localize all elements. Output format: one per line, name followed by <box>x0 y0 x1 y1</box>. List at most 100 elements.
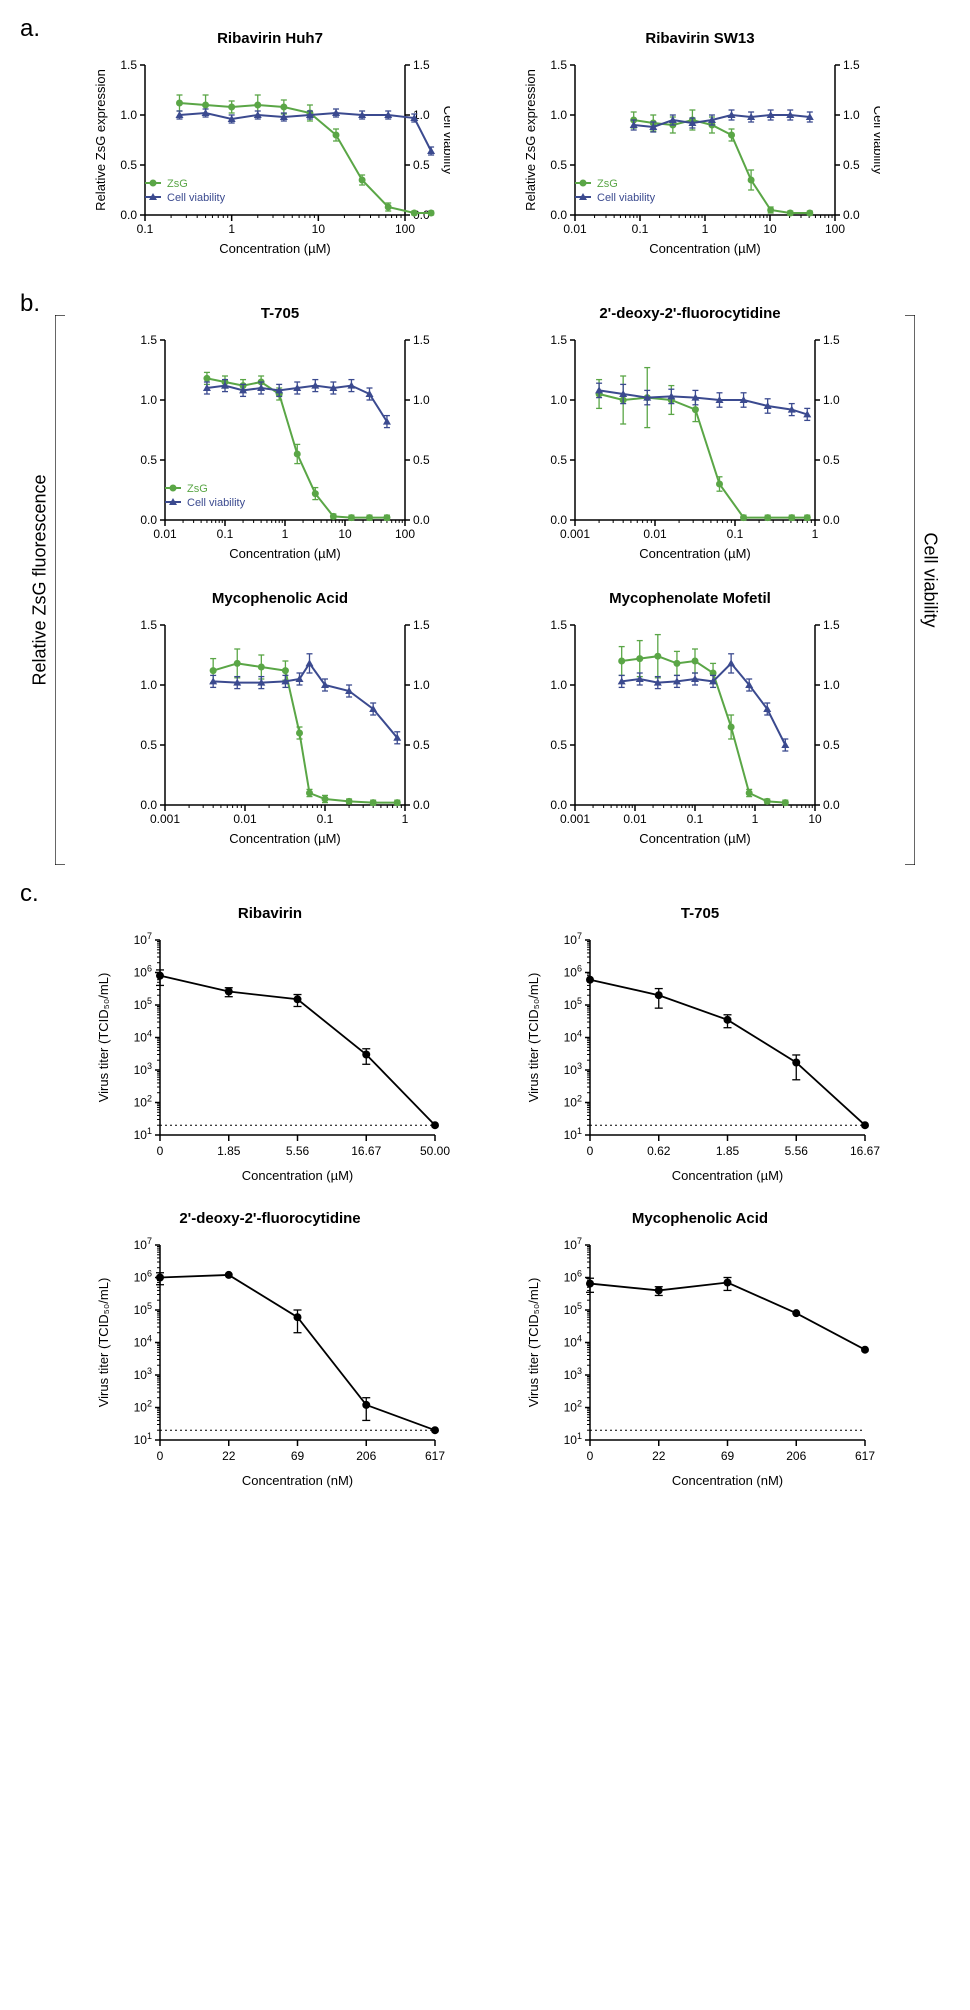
y-tick-label: 1.5 <box>140 618 157 632</box>
x-tick-label: 1 <box>228 222 235 236</box>
legend-zsg: ZsG <box>597 178 618 190</box>
x-tick-label: 0.1 <box>727 527 744 541</box>
x-label: Concentration (µM) <box>229 831 341 846</box>
bracket-left <box>55 315 65 865</box>
x-tick-label: 0.001 <box>560 527 590 541</box>
legend-viability: Cell viability <box>167 192 226 204</box>
x-tick-label: 100 <box>395 222 415 236</box>
y-label-right: Cell viability <box>871 106 880 175</box>
panel-b: b. Relative ZsG fluorescence Cell viabil… <box>20 295 950 855</box>
y-tick-label: 0.0 <box>550 513 567 527</box>
figure: a. Ribavirin Huh70.11101000.00.00.50.51.… <box>20 20 950 1495</box>
legend-zsg: ZsG <box>187 483 208 495</box>
y-tick-label: 0.5 <box>140 738 157 752</box>
x-tick-label: 5.56 <box>286 1144 310 1158</box>
chart-title: Ribavirin Huh7 <box>90 30 450 47</box>
x-tick-label: 0.1 <box>687 812 704 826</box>
y-tick-label: 103 <box>134 1061 152 1077</box>
x-tick-label: 100 <box>825 222 845 236</box>
bracket-right <box>905 315 915 865</box>
y-tick-label: 0.0 <box>550 798 567 812</box>
y-tick-label: 1.0 <box>550 393 567 407</box>
y-tick-label: 107 <box>134 931 152 947</box>
y-tick-label: 0.5 <box>550 158 567 172</box>
x-tick-label: 0.01 <box>643 527 667 541</box>
y-tick-label: 1.0 <box>550 678 567 692</box>
y-tick-label: 102 <box>564 1094 582 1110</box>
chart-title: Mycophenolic Acid <box>110 590 450 607</box>
y2-tick-label: 1.0 <box>823 393 840 407</box>
titer-chart: 2'-deoxy-2'-fluorocytidine10110210310410… <box>90 1210 450 1495</box>
x-tick-label: 100 <box>395 527 415 541</box>
x-label: Concentration (nM) <box>672 1473 783 1488</box>
x-tick-label: 22 <box>222 1449 236 1463</box>
chart-title: Ribavirin SW13 <box>520 30 880 47</box>
panel-b-ylabel-left: Relative ZsG fluorescence <box>30 474 51 685</box>
legend-viability: Cell viability <box>597 192 656 204</box>
x-tick-label: 10 <box>808 812 822 826</box>
dose-chart: Ribavirin Huh70.11101000.00.00.50.51.01.… <box>90 30 450 265</box>
x-tick-label: 0.1 <box>632 222 649 236</box>
x-tick-label: 1.85 <box>217 1144 241 1158</box>
y-tick-label: 1.0 <box>140 678 157 692</box>
x-tick-label: 16.67 <box>351 1144 381 1158</box>
dose-chart: Mycophenolic Acid0.0010.010.110.00.00.50… <box>110 590 450 855</box>
y-tick-label: 104 <box>134 1334 152 1350</box>
x-label: Concentration (µM) <box>649 241 761 256</box>
x-tick-label: 0.001 <box>150 812 180 826</box>
y-label: Virus titer (TCID₅₀/mL) <box>526 1278 541 1408</box>
y2-tick-label: 0.0 <box>413 798 430 812</box>
y2-tick-label: 1.5 <box>413 618 430 632</box>
y2-tick-label: 1.5 <box>413 333 430 347</box>
x-tick-label: 0.01 <box>623 812 647 826</box>
y2-tick-label: 1.0 <box>413 393 430 407</box>
y-tick-label: 106 <box>134 964 152 980</box>
y-tick-label: 102 <box>134 1399 152 1415</box>
chart-svg: 0.0010.010.11100.00.00.50.51.01.01.51.5C… <box>520 615 860 855</box>
y-tick-label: 0.5 <box>550 738 567 752</box>
y-label-left: Relative ZsG expression <box>523 69 538 211</box>
x-tick-label: 50.00 <box>420 1144 450 1158</box>
x-tick-label: 16.67 <box>850 1144 880 1158</box>
y-tick-label: 1.0 <box>140 393 157 407</box>
x-tick-label: 617 <box>855 1449 875 1463</box>
y-tick-label: 102 <box>564 1399 582 1415</box>
y-tick-label: 107 <box>564 931 582 947</box>
y-label-left: Relative ZsG expression <box>93 69 108 211</box>
chart-title: Mycophenolic Acid <box>520 1210 880 1227</box>
chart-title: 2'-deoxy-2'-fluorocytidine <box>90 1210 450 1227</box>
x-tick-label: 10 <box>763 222 777 236</box>
y-tick-label: 107 <box>134 1236 152 1252</box>
x-label: Concentration (µM) <box>672 1168 784 1183</box>
y-tick-label: 106 <box>564 1269 582 1285</box>
y2-tick-label: 0.5 <box>413 738 430 752</box>
y-tick-label: 103 <box>564 1366 582 1382</box>
y-tick-label: 103 <box>134 1366 152 1382</box>
y2-tick-label: 0.0 <box>413 513 430 527</box>
x-tick-label: 69 <box>291 1449 305 1463</box>
chart-svg: 10110210310410510610702269206617Concentr… <box>520 1235 880 1495</box>
x-tick-label: 0.01 <box>153 527 177 541</box>
panel-a: a. Ribavirin Huh70.11101000.00.00.50.51.… <box>20 20 950 265</box>
y-tick-label: 0.0 <box>120 208 137 222</box>
x-tick-label: 69 <box>721 1449 735 1463</box>
x-tick-label: 0.1 <box>137 222 154 236</box>
chart-title: T-705 <box>110 305 450 322</box>
y-tick-label: 107 <box>564 1236 582 1252</box>
y-tick-label: 0.0 <box>140 798 157 812</box>
y-tick-label: 1.5 <box>550 618 567 632</box>
chart-title: T-705 <box>520 905 880 922</box>
x-label: Concentration (µM) <box>242 1168 354 1183</box>
chart-svg: 0.0010.010.110.00.00.50.51.01.01.51.5Con… <box>520 330 860 570</box>
chart-svg: 0.0010.010.110.00.00.50.51.01.01.51.5Con… <box>110 615 450 855</box>
dose-chart: Mycophenolate Mofetil0.0010.010.11100.00… <box>520 590 860 855</box>
titer-chart: Ribavirin10110210310410510610701.855.561… <box>90 905 450 1190</box>
y2-tick-label: 0.5 <box>413 453 430 467</box>
y-tick-label: 106 <box>134 1269 152 1285</box>
legend-zsg: ZsG <box>167 178 188 190</box>
x-label: Concentration (µM) <box>639 546 751 561</box>
dose-chart: T-7050.010.11101000.00.00.50.51.01.01.51… <box>110 305 450 570</box>
x-tick-label: 0.62 <box>647 1144 671 1158</box>
y2-tick-label: 1.5 <box>843 58 860 72</box>
x-tick-label: 206 <box>356 1449 376 1463</box>
